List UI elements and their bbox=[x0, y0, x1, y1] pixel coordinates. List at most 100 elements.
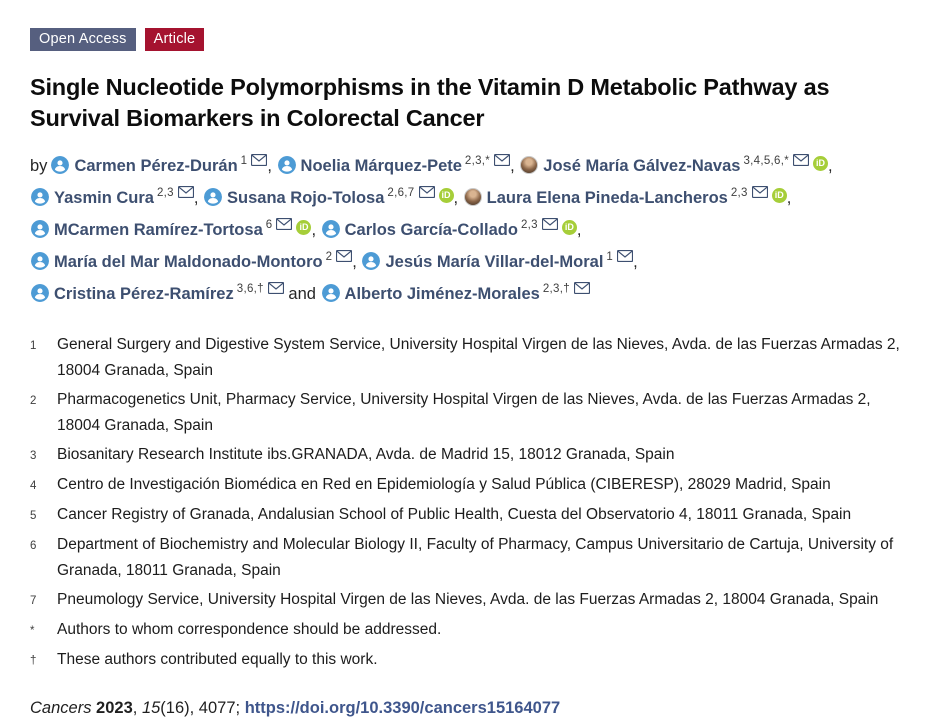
email-icon[interactable] bbox=[418, 180, 435, 207]
affiliation-item: 3 Biosanitary Research Institute ibs.GRA… bbox=[30, 442, 906, 469]
affiliation-marker: 4 bbox=[30, 479, 37, 492]
author-affil-sup: 1 bbox=[240, 154, 248, 167]
person-avatar-icon[interactable] bbox=[31, 187, 49, 206]
orcid-icon[interactable]: iD bbox=[438, 187, 454, 203]
author-affil-sup: 3,4,5,6,* bbox=[743, 154, 790, 167]
affiliation-item: 2 Pharmacogenetics Unit, Pharmacy Servic… bbox=[30, 387, 906, 439]
affiliation-text: Cancer Registry of Granada, Andalusian S… bbox=[57, 505, 852, 523]
affiliation-marker: 6 bbox=[30, 539, 37, 552]
citation-year: 2023 bbox=[96, 698, 133, 717]
author-link[interactable]: José María Gálvez-Navas bbox=[543, 156, 741, 175]
email-icon[interactable] bbox=[617, 244, 634, 271]
affiliation-text: General Surgery and Digestive System Ser… bbox=[57, 335, 900, 379]
author-entry: Carmen Pérez-Durán 1, bbox=[50, 153, 277, 175]
person-avatar-icon[interactable] bbox=[321, 283, 340, 302]
affiliation-marker: 7 bbox=[30, 594, 37, 607]
email-icon[interactable] bbox=[177, 180, 194, 207]
photo-avatar[interactable] bbox=[520, 155, 539, 174]
author-separator: , bbox=[786, 188, 792, 207]
affiliation-list: 1 General Surgery and Digestive System S… bbox=[30, 332, 906, 674]
email-icon[interactable] bbox=[267, 276, 284, 303]
author-link[interactable]: Carlos García-Collado bbox=[344, 220, 518, 239]
person-avatar-icon[interactable] bbox=[31, 251, 49, 270]
person-avatar-icon[interactable] bbox=[277, 155, 296, 174]
author-link[interactable]: Susana Rojo-Tolosa bbox=[227, 188, 385, 207]
author-entry: María del Mar Maldonado-Montoro 2, bbox=[30, 249, 362, 271]
affiliation-marker: 2 bbox=[30, 394, 37, 407]
person-avatar-icon[interactable] bbox=[362, 251, 381, 270]
citation-line: Cancers 2023, 15(16), 4077; https://doi.… bbox=[30, 699, 906, 718]
person-avatar-icon[interactable] bbox=[204, 187, 223, 206]
author-affil-sup: 2,3,* bbox=[464, 154, 491, 167]
affiliation-item: 6 Department of Biochemistry and Molecul… bbox=[30, 532, 906, 584]
author-separator: , bbox=[633, 252, 638, 271]
author-link[interactable]: Alberto Jiménez-Morales bbox=[344, 284, 540, 303]
author-separator: and bbox=[283, 284, 321, 303]
orcid-icon[interactable]: iD bbox=[296, 219, 312, 235]
author-affil-sup: 2 bbox=[325, 250, 333, 263]
person-avatar-icon[interactable] bbox=[31, 283, 49, 302]
affiliation-text: Centro de Investigación Biomédica en Red… bbox=[57, 475, 831, 493]
author-list: by Carmen Pérez-Durán 1, Noelia Márquez-Pe… bbox=[30, 148, 906, 308]
author-entry: Carlos García-Collado 2,3 iD, bbox=[321, 217, 582, 239]
affiliation-text: Pharmacogenetics Unit, Pharmacy Service,… bbox=[57, 390, 871, 434]
doi-link[interactable]: https://doi.org/10.3390/cancers15164077 bbox=[244, 698, 561, 717]
author-separator: , bbox=[828, 156, 833, 175]
author-separator: , bbox=[352, 252, 362, 271]
author-affil-sup: 1 bbox=[606, 250, 614, 263]
email-icon[interactable] bbox=[336, 244, 353, 271]
author-link[interactable]: Cristina Pérez-Ramírez bbox=[54, 284, 234, 303]
author-link[interactable]: MCarmen Ramírez-Tortosa bbox=[54, 220, 263, 239]
email-icon[interactable] bbox=[493, 148, 511, 175]
photo-avatar[interactable] bbox=[463, 187, 482, 206]
author-link[interactable]: María del Mar Maldonado-Montoro bbox=[54, 252, 323, 271]
author-entry: Yasmin Cura 2,3, bbox=[30, 185, 203, 207]
author-separator: , bbox=[576, 220, 582, 239]
email-icon[interactable] bbox=[792, 148, 810, 175]
footnote-text: Authors to whom correspondence should be… bbox=[57, 620, 442, 638]
email-icon[interactable] bbox=[573, 276, 591, 303]
email-icon[interactable] bbox=[251, 148, 268, 175]
badges-row: Open Access Article bbox=[30, 28, 906, 51]
affiliation-marker: 3 bbox=[30, 449, 37, 462]
footnote-marker: * bbox=[30, 624, 35, 637]
orcid-icon[interactable]: iD bbox=[771, 187, 787, 203]
citation-volume: 15 bbox=[141, 698, 161, 717]
page-title: Single Nucleotide Polymorphisms in the V… bbox=[30, 74, 830, 132]
citation-separator: , bbox=[132, 698, 142, 717]
author-affil-sup: 2,3 bbox=[156, 186, 174, 199]
person-avatar-icon[interactable] bbox=[51, 155, 70, 174]
author-entry: Alberto Jiménez-Morales 2,3,† bbox=[321, 281, 591, 303]
author-entry: Susana Rojo-Tolosa 2,6,7 iD, bbox=[203, 185, 463, 207]
affiliation-marker: 1 bbox=[30, 339, 37, 352]
author-entry: Noelia Márquez-Pete 2,3,*, bbox=[277, 153, 520, 175]
affiliation-text: Biosanitary Research Institute ibs.GRANA… bbox=[57, 445, 675, 463]
person-avatar-icon[interactable] bbox=[31, 219, 49, 238]
author-affil-sup: 2,3,† bbox=[542, 282, 570, 295]
open-access-badge: Open Access bbox=[30, 28, 136, 51]
author-entry: Cristina Pérez-Ramírez 3,6,† and bbox=[30, 281, 321, 303]
orcid-icon[interactable]: iD bbox=[561, 219, 577, 235]
author-entry: Jesús María Villar-del-Moral 1, bbox=[361, 249, 638, 271]
author-affil-sup: 6 bbox=[265, 218, 273, 231]
orcid-icon[interactable]: iD bbox=[813, 155, 829, 171]
person-avatar-icon[interactable] bbox=[321, 219, 340, 238]
by-label: by bbox=[30, 156, 48, 175]
author-entry: MCarmen Ramírez-Tortosa 6 iD, bbox=[30, 217, 321, 239]
author-link[interactable]: Carmen Pérez-Durán bbox=[74, 156, 238, 175]
author-link[interactable]: Yasmin Cura bbox=[54, 188, 154, 207]
author-affil-sup: 3,6,† bbox=[236, 282, 264, 295]
email-icon[interactable] bbox=[751, 180, 768, 207]
article-badge: Article bbox=[144, 28, 205, 51]
author-link[interactable]: Laura Elena Pineda-Lancheros bbox=[486, 188, 728, 207]
footnote-text: These authors contributed equally to thi… bbox=[57, 650, 378, 668]
affiliation-item: 5 Cancer Registry of Granada, Andalusian… bbox=[30, 502, 906, 529]
author-link[interactable]: Noelia Márquez-Pete bbox=[300, 156, 462, 175]
author-separator: , bbox=[453, 188, 463, 207]
email-icon[interactable] bbox=[541, 212, 558, 239]
email-icon[interactable] bbox=[276, 212, 293, 239]
affiliation-text: Pneumology Service, University Hospital … bbox=[57, 590, 879, 608]
footnote-correspondence: * Authors to whom correspondence should … bbox=[30, 617, 906, 644]
author-link[interactable]: Jesús María Villar-del-Moral bbox=[385, 252, 604, 271]
author-separator: , bbox=[267, 156, 277, 175]
